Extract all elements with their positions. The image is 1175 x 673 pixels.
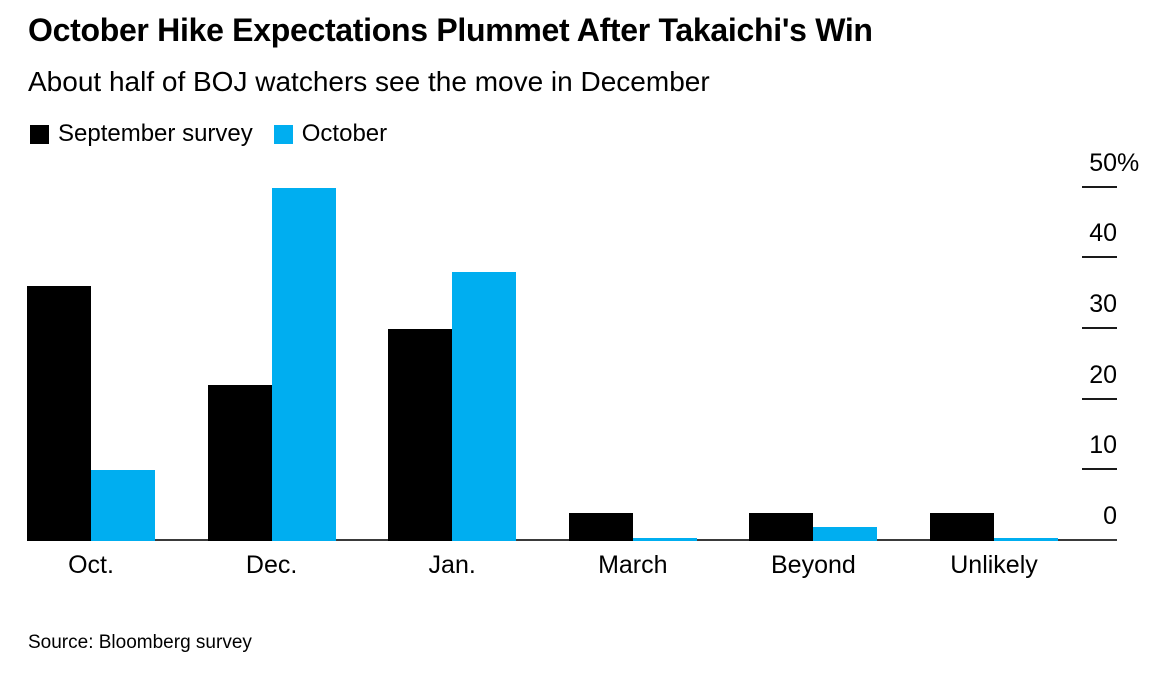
bar-october-dec — [271, 187, 336, 541]
y-tick-50 — [1082, 185, 1117, 188]
chart-title: October Hike Expectations Plummet After … — [28, 12, 873, 48]
percent-suffix: % — [1117, 148, 1140, 177]
x-category-label-dec: Dec. — [245, 551, 298, 579]
source-note: Source: Bloomberg survey — [28, 632, 252, 653]
x-category-label-beyond: Beyond — [770, 551, 856, 579]
x-category-label-march: March — [598, 551, 668, 579]
x-category-label-jan: Jan. — [428, 551, 476, 579]
bar-september-survey-march — [568, 512, 633, 541]
y-tick-label-40: 40 — [1089, 219, 1117, 248]
legend-item-september-survey: September survey — [30, 120, 253, 148]
y-tick-40 — [1082, 256, 1117, 259]
bar-september-survey-dec — [207, 385, 272, 541]
y-tick-10 — [1082, 468, 1117, 471]
bar-september-survey-unlikely — [930, 512, 994, 541]
bar-october-oct — [91, 470, 155, 541]
y-tick-20 — [1082, 397, 1117, 400]
x-category-label-oct: Oct. — [68, 551, 114, 579]
chart-subtitle: About half of BOJ watchers see the move … — [28, 66, 710, 97]
y-tick-30 — [1082, 326, 1117, 329]
bar-october-jan — [452, 272, 517, 541]
chart-legend: September survey October — [30, 120, 408, 148]
y-tick-label-20: 20 — [1089, 360, 1117, 389]
bar-october-unlikely — [994, 538, 1058, 541]
bar-september-survey-oct — [27, 286, 91, 541]
y-tick-label-0: 0 — [1103, 502, 1117, 530]
legend-label: September survey — [58, 120, 253, 147]
legend-swatch-october — [273, 124, 293, 144]
bar-september-survey-jan — [388, 328, 453, 541]
y-tick-label-50: 50% — [1089, 148, 1140, 177]
bar-october-beyond — [813, 526, 878, 541]
y-tick-label-10: 10 — [1089, 431, 1117, 460]
legend-label: October — [301, 120, 388, 147]
x-category-label-unlikely: Unlikely — [950, 551, 1038, 579]
bar-october-march — [632, 538, 697, 541]
y-tick-label-30: 30 — [1089, 289, 1117, 318]
bar-september-survey-beyond — [749, 512, 814, 541]
legend-swatch-september-survey — [30, 124, 49, 144]
legend-item-october: October — [273, 120, 388, 148]
